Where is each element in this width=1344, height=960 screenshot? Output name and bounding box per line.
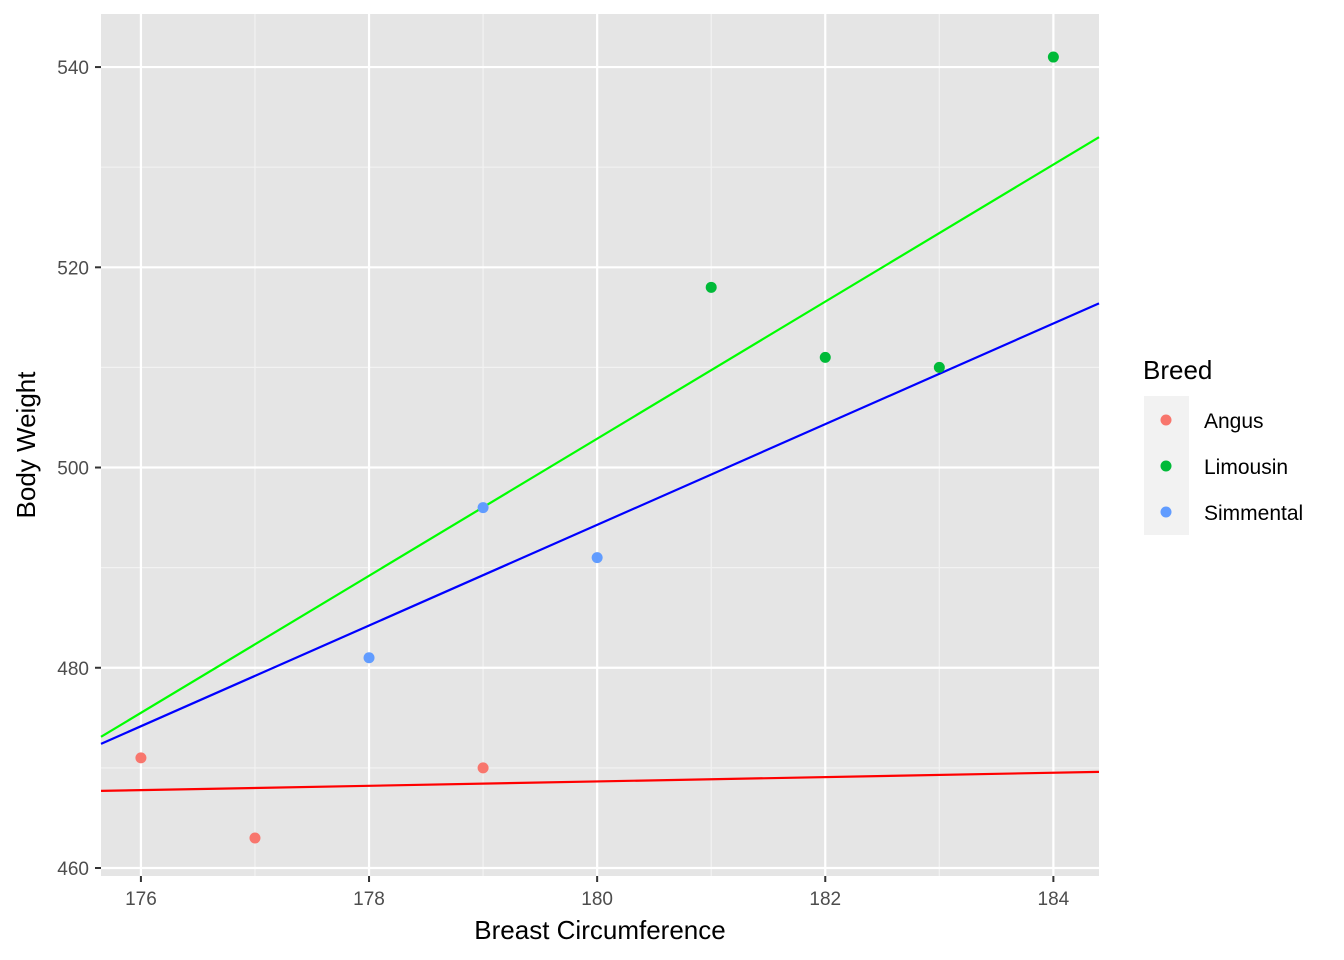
fit-line xyxy=(100,770,1100,793)
y-axis: 460 480 500 520 540 xyxy=(57,58,101,880)
legend-swatch-angus xyxy=(1160,414,1172,426)
data-point xyxy=(705,281,717,293)
grid-major xyxy=(101,14,1099,876)
legend-title: Breed xyxy=(1143,355,1212,385)
fit-lines xyxy=(100,136,1100,793)
legend-label-simmental: Simmental xyxy=(1204,502,1303,525)
y-tick-label: 540 xyxy=(57,58,89,79)
x-tick-label: 176 xyxy=(125,889,157,910)
x-axis: 176 178 180 182 184 xyxy=(125,876,1070,910)
data-point xyxy=(477,502,489,514)
data-point xyxy=(249,832,261,844)
data-point xyxy=(477,762,489,774)
legend-swatch-limousin xyxy=(1160,460,1172,472)
fit-line xyxy=(100,302,1100,745)
x-tick-label: 184 xyxy=(1038,889,1070,910)
grid-minor xyxy=(101,14,1099,876)
y-tick-label: 480 xyxy=(57,659,89,680)
x-axis-title: Breast Circumference xyxy=(474,915,725,945)
y-axis-title: Body Weight xyxy=(11,371,41,519)
data-point xyxy=(819,351,831,363)
legend-swatch-simmental xyxy=(1160,506,1172,518)
y-tick-label: 500 xyxy=(57,459,89,480)
data-point xyxy=(591,552,603,564)
x-tick-label: 180 xyxy=(581,889,613,910)
legend-label-limousin: Limousin xyxy=(1204,456,1288,479)
data-point xyxy=(933,361,945,373)
data-points xyxy=(135,51,1059,844)
legend: Breed Angus Limousin Simmental xyxy=(1143,355,1303,535)
data-point xyxy=(1047,51,1059,63)
x-tick-label: 178 xyxy=(353,889,385,910)
y-tick-label: 520 xyxy=(57,258,89,279)
data-point xyxy=(135,752,147,764)
fit-line xyxy=(100,136,1100,738)
plot-panel xyxy=(101,14,1099,876)
data-point xyxy=(363,652,375,664)
y-tick-label: 460 xyxy=(57,859,89,880)
x-tick-label: 182 xyxy=(809,889,841,910)
legend-label-angus: Angus xyxy=(1204,410,1264,433)
